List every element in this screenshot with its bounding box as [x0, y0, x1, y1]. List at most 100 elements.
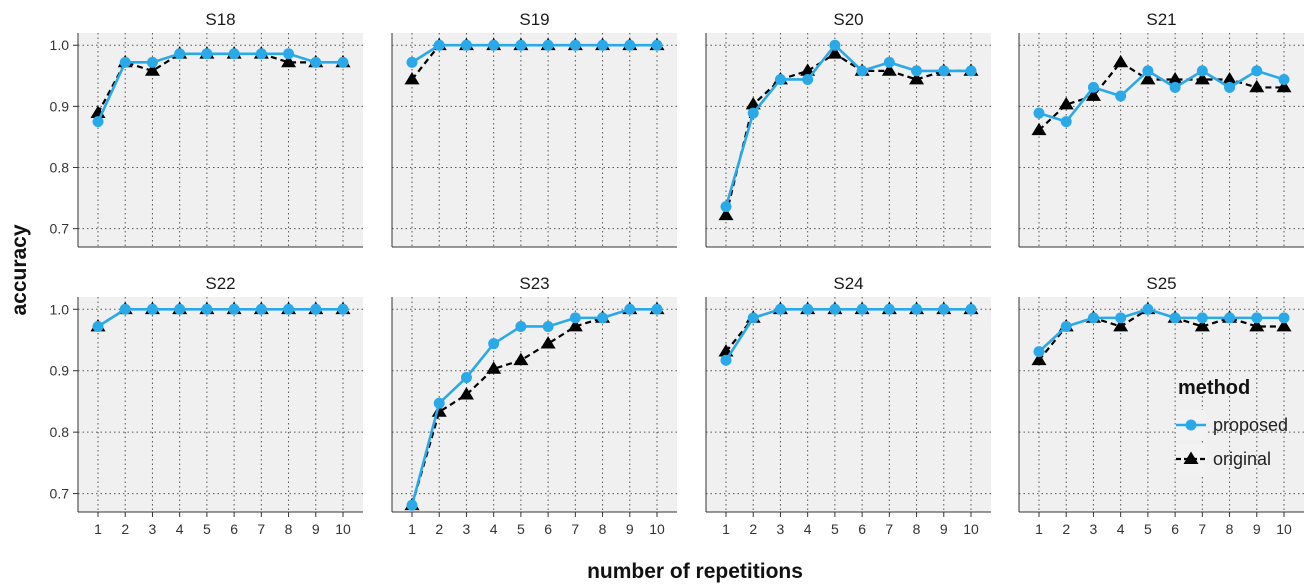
x-tick-label: 8 — [913, 521, 921, 537]
legend-marker-original — [1183, 451, 1199, 464]
x-tick-label: 7 — [257, 521, 265, 537]
point-original — [1222, 71, 1238, 85]
series-proposed — [406, 39, 663, 68]
point-proposed — [1251, 312, 1263, 324]
x-tick-label: 6 — [1171, 521, 1179, 537]
point-proposed — [433, 39, 445, 51]
point-proposed — [597, 39, 609, 51]
point-proposed — [406, 56, 418, 68]
point-proposed — [201, 48, 213, 60]
x-tick-label: 1 — [408, 521, 416, 537]
point-proposed — [938, 65, 950, 77]
panel-strip — [392, 269, 677, 297]
x-tick-label: 1 — [722, 521, 730, 537]
point-original — [486, 361, 502, 374]
legend: method proposed original — [1176, 377, 1288, 474]
point-original — [1113, 54, 1129, 68]
point-proposed — [460, 39, 472, 51]
x-tick-label: 1 — [94, 521, 102, 537]
point-proposed — [829, 303, 841, 315]
point-original — [1249, 79, 1265, 93]
panel-s19: S19 — [391, 5, 677, 248]
point-original — [144, 63, 160, 76]
point-proposed — [488, 39, 500, 51]
point-proposed — [911, 303, 923, 315]
point-proposed — [228, 48, 240, 60]
series-line-proposed — [724, 43, 971, 208]
legend-item-proposed: proposed — [1176, 410, 1288, 440]
series-line-proposed — [97, 307, 343, 328]
series-line-original — [724, 52, 971, 216]
x-tick-label: 7 — [1198, 521, 1206, 537]
point-proposed — [283, 48, 295, 60]
point-original — [567, 318, 583, 332]
point-proposed — [92, 116, 104, 128]
y-tick-label: 1.0 — [50, 37, 70, 53]
x-tick-label: 6 — [858, 521, 866, 537]
point-proposed — [488, 338, 500, 350]
x-tick-label: 7 — [885, 521, 893, 537]
point-proposed — [911, 65, 923, 77]
point-proposed — [1087, 81, 1099, 93]
point-original — [513, 352, 529, 366]
series-proposed — [406, 303, 663, 511]
point-proposed — [146, 303, 158, 315]
point-original — [1113, 318, 1129, 332]
point-proposed — [1251, 65, 1263, 77]
point-proposed — [774, 73, 786, 85]
point-original — [540, 336, 556, 349]
panel-strip — [706, 269, 991, 297]
point-original — [1085, 88, 1101, 101]
point-proposed — [883, 303, 895, 315]
y-tick-label: 0.9 — [50, 363, 70, 379]
point-proposed — [1033, 346, 1045, 358]
point-proposed — [624, 39, 636, 51]
x-axis-title: number of repetitions — [587, 560, 803, 583]
point-original — [1276, 79, 1292, 93]
point-proposed — [856, 303, 868, 315]
point-proposed — [1196, 312, 1208, 324]
point-original — [281, 54, 297, 68]
point-proposed — [569, 39, 581, 51]
panel-strip — [78, 5, 363, 33]
panel-background — [1019, 33, 1304, 247]
point-proposed — [255, 48, 267, 60]
point-proposed — [146, 56, 158, 68]
panel-title: S23 — [519, 274, 549, 293]
point-proposed — [337, 56, 349, 68]
point-proposed — [1115, 90, 1127, 102]
point-proposed — [310, 303, 322, 315]
x-tick-label: 3 — [149, 521, 157, 537]
point-proposed — [174, 303, 186, 315]
point-proposed — [965, 65, 977, 77]
y-tick-label: 0.8 — [50, 160, 70, 176]
x-tick-label: 9 — [312, 521, 320, 537]
point-proposed — [515, 39, 527, 51]
series-proposed — [92, 303, 349, 332]
y-tick-label: 0.9 — [50, 98, 70, 114]
legend-label-original: original — [1213, 449, 1271, 469]
panel-s20: S20 — [705, 5, 991, 248]
point-proposed — [228, 303, 240, 315]
panel-s21: S21 — [1018, 5, 1304, 248]
panel-s25: S25 1 2 3 4 5 6 7 8 9 10 — [1018, 269, 1304, 537]
point-proposed — [597, 312, 609, 324]
point-original — [909, 71, 925, 85]
point-original — [1140, 71, 1156, 85]
point-proposed — [1169, 312, 1181, 324]
x-tick-label: 4 — [1117, 521, 1125, 537]
panel-background — [1019, 297, 1304, 512]
point-proposed — [460, 371, 472, 383]
panel-strip — [392, 5, 677, 33]
point-proposed — [1142, 303, 1154, 315]
series-line-original — [1038, 308, 1284, 361]
x-tick-label: 1 — [1035, 521, 1043, 537]
legend-title: method — [1178, 377, 1250, 399]
x-tick-label: 5 — [1144, 521, 1152, 537]
y-tick-label: 1.0 — [50, 301, 70, 317]
point-proposed — [720, 201, 732, 213]
point-original — [1276, 318, 1292, 332]
point-original — [458, 387, 474, 400]
x-tick-label: 2 — [1062, 521, 1070, 537]
series-line-proposed — [411, 43, 657, 64]
